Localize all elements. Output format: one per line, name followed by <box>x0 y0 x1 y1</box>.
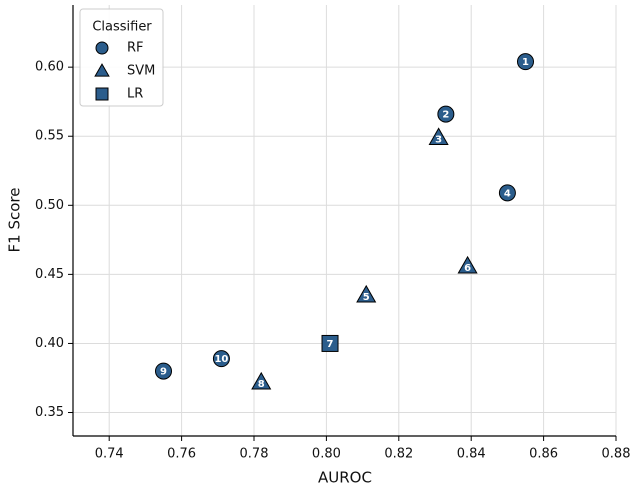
y-tick-label: 0.50 <box>35 198 64 213</box>
legend-marker <box>95 87 109 101</box>
legend-title: Classifier <box>92 20 152 35</box>
point <box>457 255 478 274</box>
x-tick-label: 0.76 <box>167 447 196 462</box>
x-tick-label: 0.74 <box>95 447 124 462</box>
point-label: 7 <box>327 339 334 350</box>
x-tick-label: 0.80 <box>312 447 341 462</box>
x-tick-label: 0.82 <box>384 447 413 462</box>
point-label: 8 <box>258 379 265 390</box>
y-tick-label: 0.45 <box>35 267 64 282</box>
point <box>437 105 455 123</box>
x-tick-label: 0.88 <box>602 447 631 462</box>
x-tick-label: 0.84 <box>457 447 486 462</box>
x-tick-label: 0.86 <box>529 447 558 462</box>
legend: Classifier RF SVM LR <box>79 8 164 107</box>
point-label: 3 <box>435 135 442 146</box>
y-tick-label: 0.35 <box>35 405 64 420</box>
point <box>498 184 516 202</box>
legend-label: LR <box>127 87 143 102</box>
x-tick-label: 0.78 <box>240 447 269 462</box>
legend-box <box>79 8 164 107</box>
y-tick-label: 0.40 <box>35 336 64 351</box>
point <box>155 362 172 380</box>
point-label: 1 <box>522 57 529 68</box>
legend-label: RF <box>127 41 144 56</box>
point <box>428 127 449 146</box>
point-label: 9 <box>160 367 167 378</box>
legend-marker <box>95 41 109 55</box>
point <box>212 350 230 368</box>
point <box>356 284 377 303</box>
y-axis-label: F1 Score <box>6 188 24 253</box>
point-label: 10 <box>214 354 228 365</box>
legend-marker <box>94 63 110 77</box>
point <box>251 371 272 390</box>
point <box>321 334 339 352</box>
point-label: 5 <box>363 292 370 303</box>
y-tick-label: 0.60 <box>35 60 64 75</box>
point <box>517 53 534 71</box>
y-tick-label: 0.55 <box>35 129 64 144</box>
legend-label: SVM <box>127 64 155 79</box>
point-label: 6 <box>464 263 471 274</box>
point-label: 4 <box>504 188 511 199</box>
x-axis-label: AUROC <box>318 469 372 487</box>
point-label: 2 <box>442 110 449 121</box>
